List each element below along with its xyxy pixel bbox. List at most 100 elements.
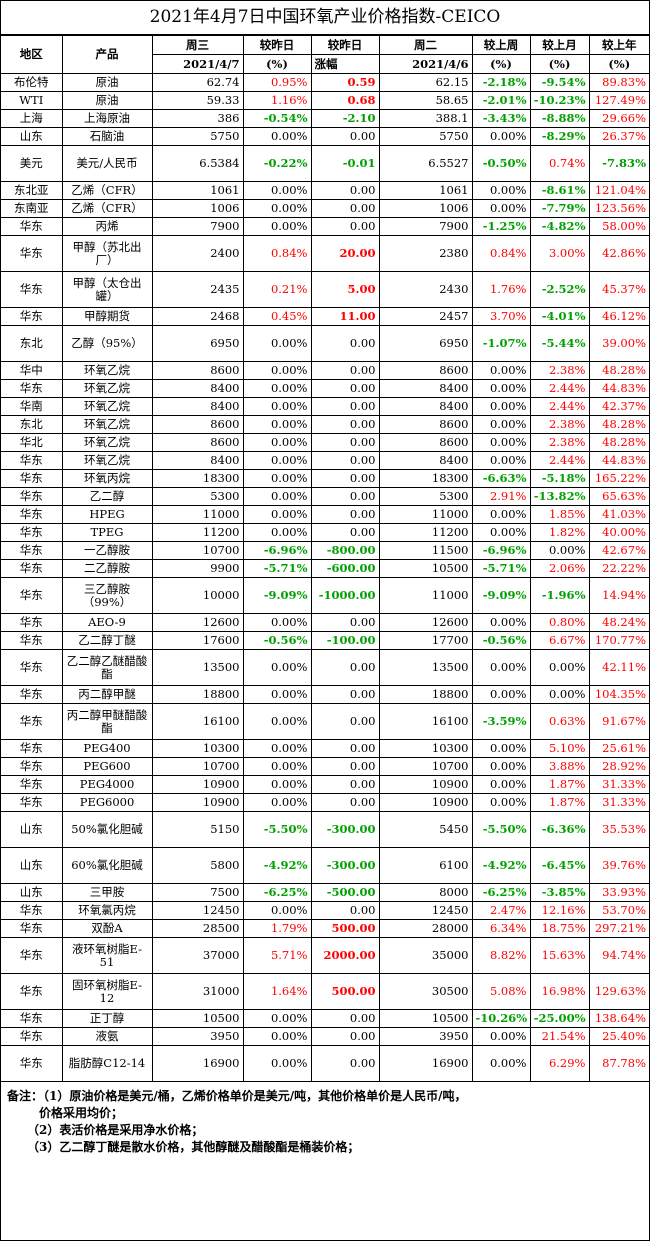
cell-vs-yesterday-chg: 0.00: [310, 199, 380, 218]
table-row: 华东 三乙醇胺（99%） 10000 -9.09% -1000.00 11000 -9.09…: [1, 577, 649, 614]
cell-vs-week: -3.43%: [471, 109, 531, 128]
cell-vs-yesterday-chg: 0.00: [310, 649, 380, 686]
cell-vs-month: 5.10%: [529, 739, 590, 758]
table-row: 东北 乙醇（95%） 6950 0.00% 0.00 6950 -1.07% -5.44% 39…: [1, 325, 649, 362]
cell-vs-year: 297.21%: [588, 919, 649, 938]
cell-vs-yesterday-pct: 0.84%: [242, 235, 312, 272]
cell-vs-yesterday-chg: 500.00: [310, 919, 380, 938]
cell-wed-price: 10900: [151, 793, 244, 812]
cell-tue-price: 6950: [378, 325, 473, 362]
cell-vs-yesterday-chg: 0.00: [310, 325, 380, 362]
cell-vs-year: 42.37%: [588, 397, 649, 416]
cell-tue-price: 62.15: [378, 73, 473, 92]
cell-wed-price: 12450: [151, 901, 244, 920]
cell-wed-price: 5150: [151, 811, 244, 848]
cell-tue-price: 10300: [378, 739, 473, 758]
cell-product: 乙二醇丁醚: [61, 631, 153, 650]
cell-vs-month: -13.82%: [529, 487, 590, 506]
header-row-1: 地区 产品 周三 较昨日 较昨日 周二 较上周 较上月 较上年: [1, 35, 649, 74]
cell-vs-week: 0.00%: [471, 1045, 531, 1082]
cell-vs-yesterday-chg: 0.00: [310, 613, 380, 632]
cell-region: 华东: [1, 613, 63, 632]
cell-vs-week: 0.00%: [471, 415, 531, 434]
cell-region: 华东: [1, 577, 63, 614]
cell-vs-yesterday-chg: 0.00: [310, 505, 380, 524]
cell-vs-week: -4.92%: [471, 847, 531, 884]
table-row: 华东 丙二醇甲醚 18800 0.00% 0.00 18800 0.00% 0.00% 104.…: [1, 685, 649, 704]
cell-vs-yesterday-pct: -4.92%: [242, 847, 312, 884]
cell-product: 原油: [61, 91, 153, 110]
cell-vs-week: -2.01%: [471, 91, 531, 110]
cell-region: 华东: [1, 523, 63, 542]
cell-region: 上海: [1, 109, 63, 128]
cell-vs-yesterday-chg: -500.00: [310, 883, 380, 902]
cell-vs-yesterday-pct: -6.96%: [242, 541, 312, 560]
cell-vs-yesterday-pct: 0.00%: [242, 433, 312, 452]
cell-product: 环氧乙烷: [61, 451, 153, 470]
cell-wed-price: 8400: [151, 379, 244, 398]
cell-vs-week: -2.18%: [471, 73, 531, 92]
cell-vs-year: 65.63%: [588, 487, 649, 506]
cell-vs-week: 0.00%: [471, 775, 531, 794]
cell-vs-week: 0.00%: [471, 505, 531, 524]
cell-vs-yesterday-chg: 0.00: [310, 793, 380, 812]
price-table-body: 布伦特 原油 62.74 0.95% 0.59 62.15 -2.18% -9.54% 89.8…: [1, 73, 649, 1082]
cell-wed-price: 9900: [151, 559, 244, 578]
cell-region: 华东: [1, 217, 63, 236]
table-row: 华东 环氧乙烷 8400 0.00% 0.00 8400 0.00% 2.44% 44.83%: [1, 451, 649, 470]
cell-wed-price: 8400: [151, 397, 244, 416]
cell-vs-yesterday-chg: 0.00: [310, 1045, 380, 1082]
cell-wed-price: 37000: [151, 937, 244, 974]
cell-vs-yesterday-pct: 1.64%: [242, 973, 312, 1010]
cell-product: PEG400: [61, 739, 153, 758]
cell-vs-month: 0.63%: [529, 703, 590, 740]
cell-product: 丙二醇甲醚: [61, 685, 153, 704]
table-row: 华北 环氧乙烷 8600 0.00% 0.00 8600 0.00% 2.38% 48.28%: [1, 433, 649, 452]
table-row: 布伦特 原油 62.74 0.95% 0.59 62.15 -2.18% -9.54% 89.8…: [1, 73, 649, 92]
cell-vs-month: 2.06%: [529, 559, 590, 578]
cell-vs-month: 1.87%: [529, 793, 590, 812]
cell-region: 华东: [1, 487, 63, 506]
cell-product: 美元/人民币: [61, 145, 153, 182]
cell-vs-month: -5.44%: [529, 325, 590, 362]
cell-vs-yesterday-chg: -300.00: [310, 811, 380, 848]
cell-vs-year: 44.83%: [588, 379, 649, 398]
cell-region: 华东: [1, 1027, 63, 1046]
cell-vs-yesterday-pct: 0.00%: [242, 415, 312, 434]
header-row-2: 2021/4/7 (%) 涨幅 2021/4/6 (%) (%) (%): [1, 54, 649, 74]
cell-region: 华东: [1, 307, 63, 326]
cell-tue-price: 35000: [378, 937, 473, 974]
cell-tue-price: 13500: [378, 649, 473, 686]
cell-vs-yesterday-chg: 0.00: [310, 415, 380, 434]
table-row: 华东 HPEG 11000 0.00% 0.00 11000 0.00% 1.85% 41.03…: [1, 505, 649, 524]
cell-tue-price: 388.1: [378, 109, 473, 128]
cell-tue-price: 18300: [378, 469, 473, 488]
cell-tue-price: 8400: [378, 451, 473, 470]
header-vs-year: 较上年: [588, 35, 649, 55]
cell-tue-price: 6100: [378, 847, 473, 884]
table-row: 东北 环氧乙烷 8600 0.00% 0.00 8600 0.00% 2.38% 48.28%: [1, 415, 649, 434]
cell-vs-week: -6.96%: [471, 541, 531, 560]
cell-vs-week: 0.00%: [471, 739, 531, 758]
cell-vs-week: -10.26%: [471, 1009, 531, 1028]
table-row: 华东 乙二醇 5300 0.00% 0.00 5300 2.91% -13.82% 65.63%: [1, 487, 649, 506]
cell-region: 华东: [1, 559, 63, 578]
table-row: 华东 双酚A 28500 1.79% 500.00 28000 6.34% 18.75% 297…: [1, 919, 649, 938]
table-row: 东北亚 乙烯（CFR） 1061 0.00% 0.00 1061 0.00% -8.61% 12…: [1, 181, 649, 200]
cell-vs-month: 3.88%: [529, 757, 590, 776]
cell-vs-month: -1.96%: [529, 577, 590, 614]
cell-wed-price: 31000: [151, 973, 244, 1010]
table-row: 华中 环氧乙烷 8600 0.00% 0.00 8600 0.00% 2.38% 48.28%: [1, 361, 649, 380]
cell-tue-price: 5750: [378, 127, 473, 146]
cell-tue-price: 16100: [378, 703, 473, 740]
cell-wed-price: 1061: [151, 181, 244, 200]
cell-region: 华东: [1, 1009, 63, 1028]
table-row: 上海 上海原油 386 -0.54% -2.10 388.1 -3.43% -8.88% 29.…: [1, 109, 649, 128]
cell-vs-yesterday-pct: 0.00%: [242, 523, 312, 542]
cell-wed-price: 13500: [151, 649, 244, 686]
cell-product: 固环氧树脂E-12: [61, 973, 153, 1010]
cell-vs-yesterday-chg: -600.00: [310, 559, 380, 578]
cell-wed-price: 8600: [151, 415, 244, 434]
cell-vs-week: -9.09%: [471, 577, 531, 614]
cell-wed-price: 1006: [151, 199, 244, 218]
